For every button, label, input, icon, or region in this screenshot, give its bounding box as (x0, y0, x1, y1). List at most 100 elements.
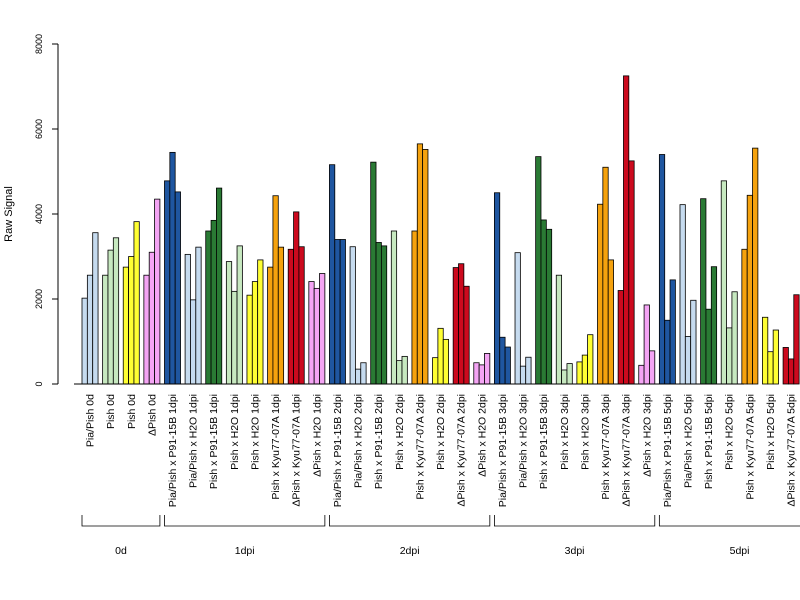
bar (313, 287, 320, 385)
bar (92, 232, 99, 385)
bar (519, 365, 527, 385)
bar (375, 242, 382, 385)
bar (216, 187, 223, 385)
bar (195, 246, 202, 385)
x-tick-label: Pish x Kyu77-07A 1dpi (270, 394, 282, 500)
bar (741, 248, 748, 385)
bar (267, 266, 274, 385)
x-tick-label: Pish x H2O 1dpi (249, 394, 261, 470)
bar (102, 274, 109, 385)
x-tick-labels: Pia/Pish 0d Pish 0d Pish 0d ΔPish 0d Pia/Pis… (85, 394, 798, 507)
x-tick-label: Pish x H2O 2dpi (435, 394, 447, 470)
bar (499, 336, 506, 385)
bar (122, 266, 129, 385)
group-bracket (329, 515, 491, 527)
bar (169, 151, 176, 385)
group-bracket (81, 515, 161, 527)
bar (473, 362, 480, 385)
bar (401, 355, 408, 385)
bar (746, 194, 753, 385)
bar (442, 338, 449, 385)
bar (762, 316, 769, 385)
bar (422, 148, 429, 385)
bar (107, 249, 114, 385)
bar (112, 237, 120, 385)
bar (684, 335, 692, 385)
y-tick-label: 8000 (34, 34, 44, 54)
bar (643, 304, 650, 385)
bar (272, 195, 279, 385)
bar (478, 364, 485, 385)
x-tick-label: Pish x H2O 2dpi (394, 394, 406, 470)
bar (205, 230, 212, 385)
bar (658, 154, 666, 385)
bar (246, 294, 253, 385)
bar (298, 246, 305, 385)
x-tick-label: Pish 0d (126, 394, 138, 429)
bar (566, 363, 573, 385)
bars (81, 75, 800, 385)
bar (380, 245, 388, 385)
bar (210, 219, 217, 385)
x-tick-label: Pish x Kyu77-07A 2dpi (414, 394, 426, 500)
group-label: 2dpi (400, 545, 420, 557)
bar (535, 156, 542, 385)
x-tick-label: ΔPish 0d (146, 394, 158, 436)
x-tick-label: Pia/Pish x P91-15B 2dpi (332, 394, 344, 507)
x-tick-label: Pia/Pish x H2O 1dpi (188, 394, 200, 488)
y-tick-label: 6000 (34, 119, 44, 139)
bar (726, 327, 733, 385)
bar (432, 357, 439, 385)
bar (174, 191, 181, 385)
bar (437, 327, 444, 385)
x-tick-label: Pia/Pish 0d (85, 394, 97, 447)
bar (236, 245, 243, 385)
bar (225, 261, 233, 385)
bar (164, 180, 171, 385)
bar (319, 273, 326, 385)
bar (664, 319, 671, 385)
bar (772, 329, 779, 385)
bar (587, 334, 594, 385)
bar (133, 221, 140, 385)
bar (355, 368, 362, 385)
group-label: 1dpi (235, 545, 255, 557)
x-tick-label: Pish x P91-15B 2dpi (373, 394, 385, 489)
x-tick-label: ΔPish x H2O 2dpi (476, 394, 488, 477)
y-tick-label: 2000 (34, 289, 44, 309)
x-tick-label: Pish x P91-15B 1dpi (208, 394, 220, 489)
bar (277, 246, 285, 385)
group-label: 3dpi (565, 545, 585, 557)
x-tick-label: Pish x P91-15B 3dpi (538, 394, 550, 489)
bar (752, 147, 759, 385)
x-tick-label: ΔPish x H2O 1dpi (311, 394, 323, 477)
bar (679, 204, 686, 385)
x-tick-label: Pia/Pish x H2O 2dpi (353, 394, 365, 488)
bar (308, 281, 315, 385)
bar (576, 361, 583, 385)
x-tick-label: Pish x H2O 1dpi (229, 394, 241, 470)
x-tick-label: ΔPish x Kyu77-07A 1dpi (291, 394, 303, 507)
bar (257, 259, 264, 385)
group-label: 0d (115, 545, 127, 557)
bar (793, 294, 800, 385)
bar (190, 299, 197, 385)
bar (86, 274, 94, 385)
bar (700, 198, 707, 385)
bar (540, 219, 547, 385)
x-tick-label: Pish x H2O 3dpi (579, 394, 591, 470)
bar (690, 299, 697, 385)
bar (396, 360, 403, 385)
x-tick-label: Pish x Kyu77-07A 3dpi (600, 394, 612, 500)
bar (705, 308, 712, 385)
bar (525, 356, 532, 385)
y-tick-label: 4000 (34, 204, 44, 224)
bar (555, 274, 563, 385)
bar (710, 266, 718, 385)
bar (293, 211, 300, 385)
bar (628, 160, 635, 385)
bar (649, 350, 656, 385)
bar (334, 239, 341, 385)
x-tick-label: Pia/Pish x P91-15B 5dpi (662, 394, 674, 507)
